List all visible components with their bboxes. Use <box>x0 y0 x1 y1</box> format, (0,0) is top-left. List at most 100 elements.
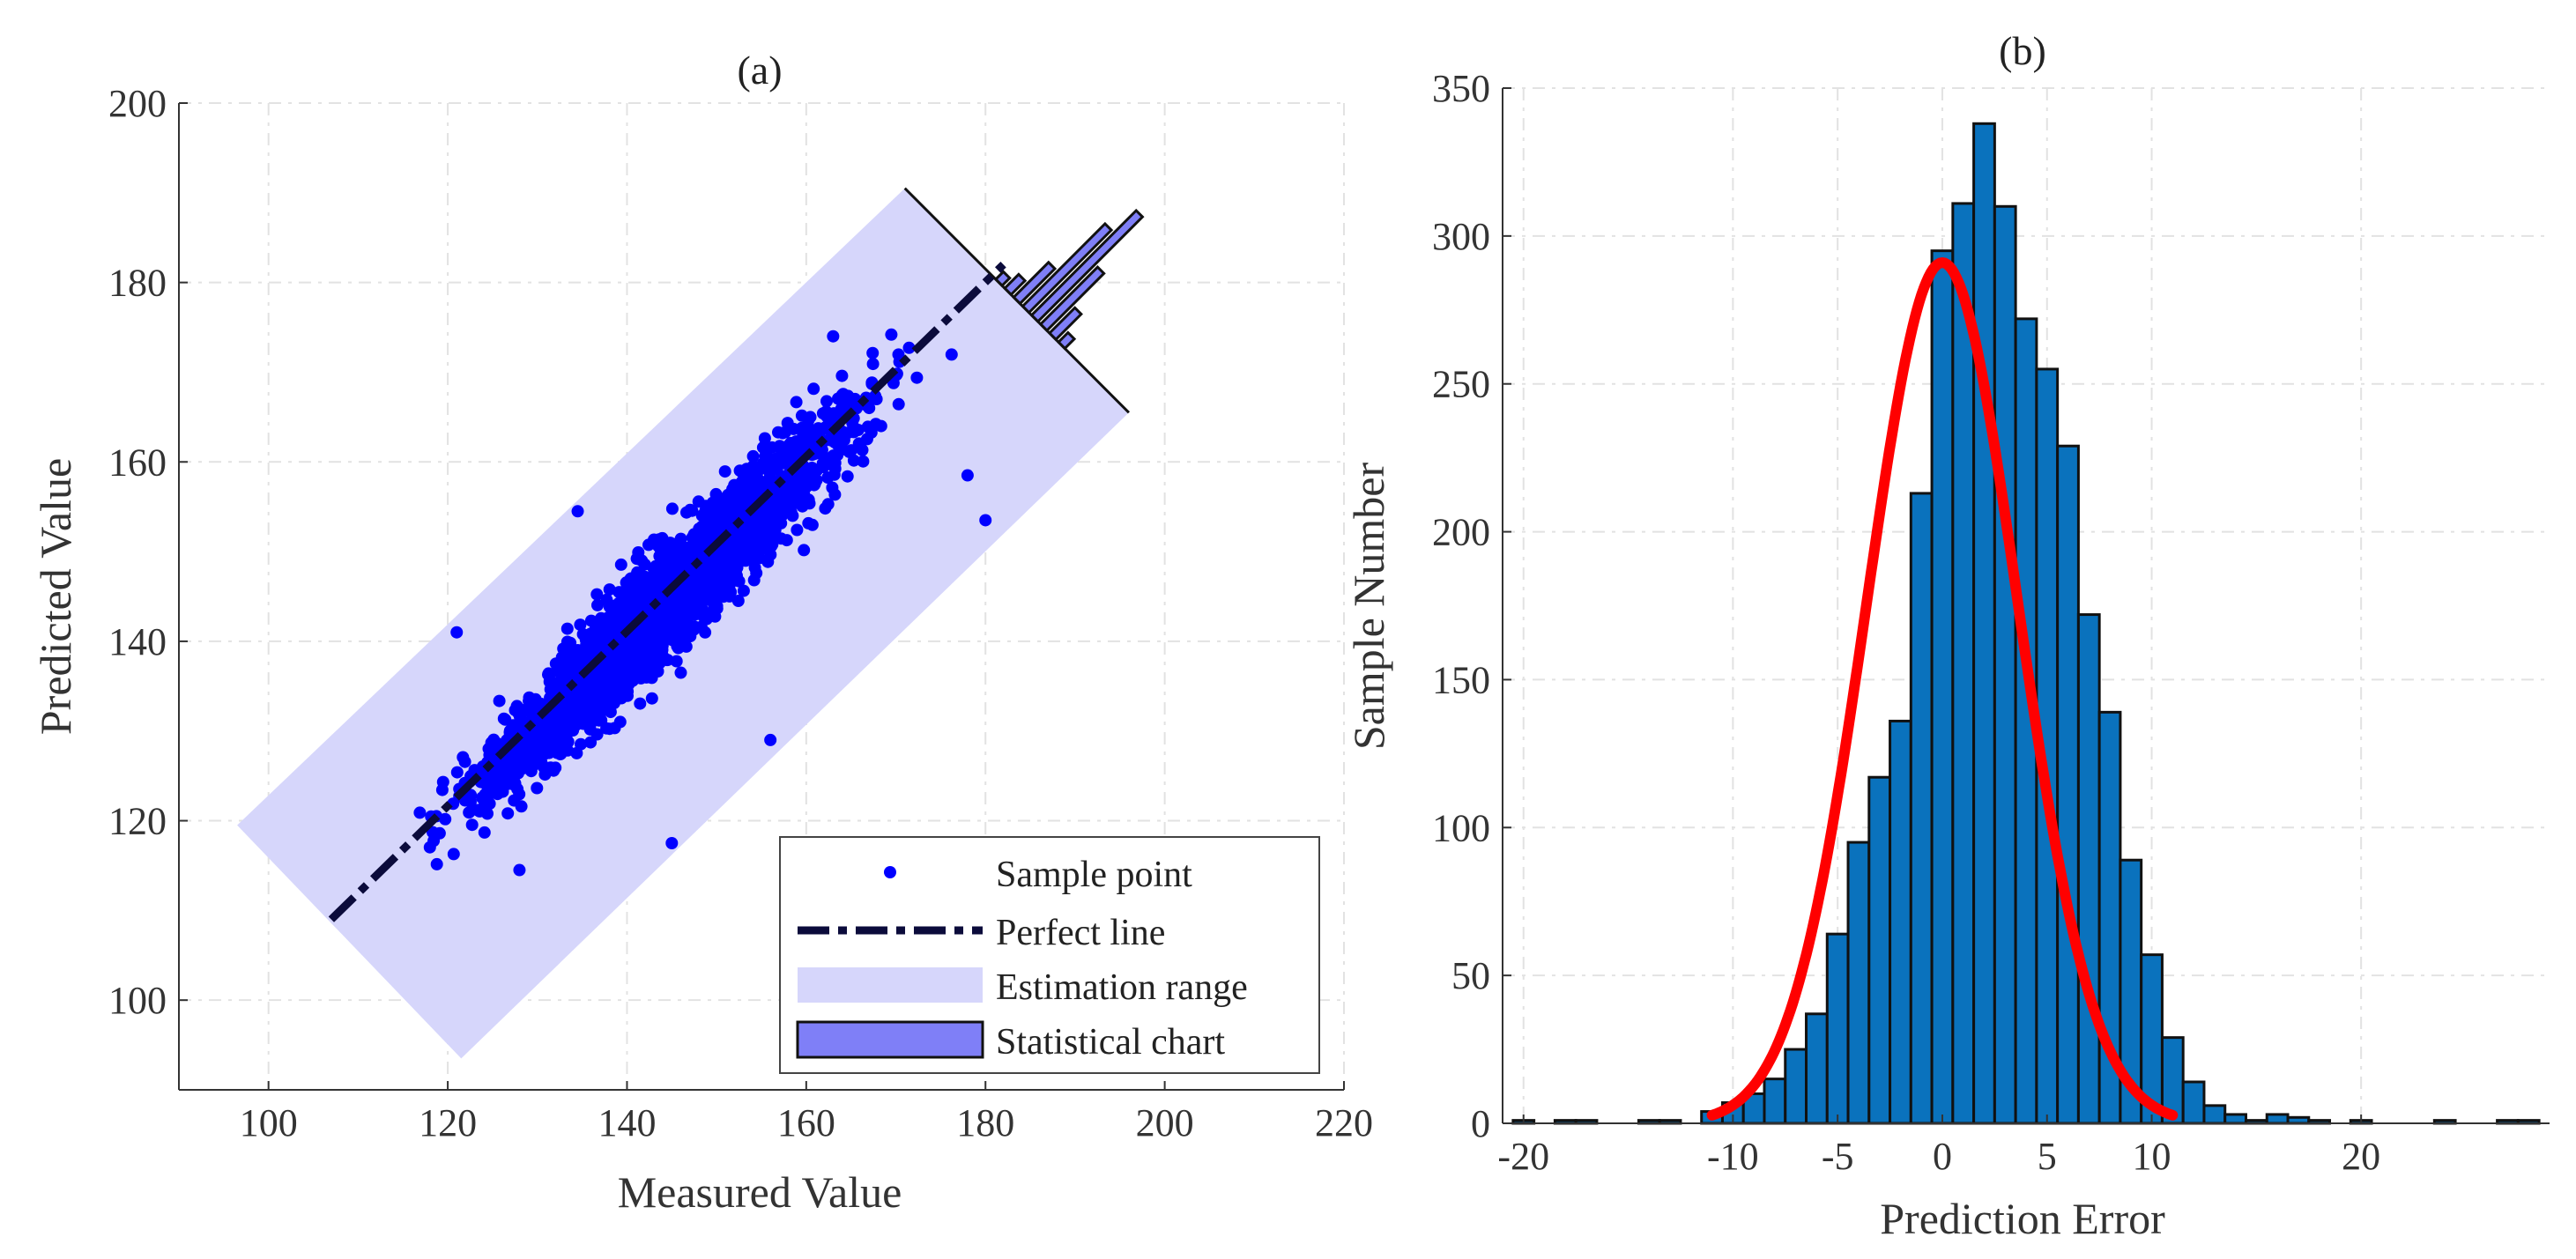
legend-label-sample-point: Sample point <box>996 855 1192 895</box>
y-tick-label: 300 <box>1432 215 1490 258</box>
histogram-bar <box>1867 775 1892 1125</box>
sample-point <box>835 369 849 382</box>
sample-point <box>551 746 564 759</box>
sample-point <box>647 562 660 575</box>
normal-fit-curve <box>1706 257 2179 1121</box>
sample-point <box>817 461 830 473</box>
histogram-bar <box>2202 1104 2227 1125</box>
sample-point <box>828 407 841 420</box>
scatter-panel: 100 120 140 160 180 200 220100120140160180200 … <box>31 48 1373 1217</box>
sample-point <box>496 785 509 798</box>
sample-point <box>642 648 655 661</box>
sample-point <box>807 382 820 396</box>
sample-point <box>465 818 479 832</box>
sample-point <box>851 424 865 436</box>
sample-point <box>571 505 584 518</box>
sample-point <box>639 570 652 583</box>
sample-point <box>662 593 675 606</box>
sample-point <box>885 328 898 341</box>
histogram-bar <box>1846 841 1871 1125</box>
sample-point <box>615 644 628 657</box>
sample-point <box>447 848 460 861</box>
histogram-bar <box>2265 1113 2290 1125</box>
sample-point <box>478 826 491 839</box>
histogram-bar <box>2181 1080 2206 1125</box>
sample-point <box>802 516 815 530</box>
sample-point <box>619 665 632 678</box>
x-tick-label: 0 <box>1933 1135 1952 1178</box>
sample-point <box>710 599 724 612</box>
x-tick-label: 100 <box>240 1101 298 1144</box>
x-tick-label: 5 <box>2038 1135 2057 1178</box>
sample-point <box>531 781 544 795</box>
sample-point <box>690 596 703 610</box>
sample-point <box>676 612 689 626</box>
x-tick-label: 10 <box>2133 1135 2171 1178</box>
perfect-line <box>328 262 1006 922</box>
sample-point <box>661 654 674 667</box>
sample-point <box>541 729 553 742</box>
sample-point <box>591 598 604 611</box>
sample-point <box>509 777 522 790</box>
sample-point <box>660 622 673 634</box>
sample-point <box>714 500 726 514</box>
sample-point <box>523 691 536 704</box>
legend-marker-estimation-range <box>798 967 983 1003</box>
sample-point <box>559 705 572 718</box>
sample-point <box>560 622 574 635</box>
sample-point <box>634 697 647 710</box>
x-tick-label: -5 <box>1822 1135 1854 1178</box>
sample-point <box>902 341 916 354</box>
sample-point <box>512 707 525 720</box>
sample-point <box>664 537 677 550</box>
sample-point <box>690 532 703 544</box>
sample-point <box>547 710 560 723</box>
sample-point <box>766 538 779 551</box>
histogram-bar <box>1972 122 1996 1125</box>
sample-point <box>709 565 723 578</box>
histogram-bar <box>1909 492 1934 1125</box>
sample-point <box>758 432 771 445</box>
sample-point <box>739 533 752 546</box>
sample-point <box>674 666 687 679</box>
sample-point <box>563 717 576 730</box>
sample-point <box>699 524 712 537</box>
y-tick-label: 350 <box>1432 67 1490 110</box>
sample-point <box>665 837 679 849</box>
histogram-bar <box>1763 1078 1787 1125</box>
sample-point <box>759 449 772 463</box>
sample-point <box>613 715 627 729</box>
sample-point <box>501 807 515 820</box>
sample-point <box>713 517 726 530</box>
sample-point <box>553 682 567 694</box>
sample-point <box>570 746 583 759</box>
sample-point <box>491 737 504 750</box>
sample-point <box>509 760 523 774</box>
sample-point <box>735 552 748 564</box>
sample-point <box>603 583 616 596</box>
sample-point <box>610 602 623 614</box>
sample-point <box>861 420 874 433</box>
sample-point <box>757 462 770 475</box>
x-tick-label: 140 <box>598 1101 656 1144</box>
sample-point <box>701 563 714 576</box>
sample-point <box>630 552 643 566</box>
x-tick-label: 160 <box>777 1101 835 1144</box>
sample-point <box>523 759 536 772</box>
sample-point <box>819 502 832 515</box>
y-tick-label: 160 <box>108 441 167 484</box>
sample-point <box>845 444 857 457</box>
sample-point <box>593 632 606 644</box>
sample-point <box>856 443 869 456</box>
sample-point <box>866 346 880 359</box>
histogram-bar <box>2223 1113 2247 1125</box>
sample-point <box>679 632 692 645</box>
sample-point <box>757 522 770 535</box>
sample-point <box>736 486 749 500</box>
sample-point <box>450 766 464 779</box>
sample-point <box>549 761 562 774</box>
sample-point <box>562 651 575 664</box>
y-tick-label: 250 <box>1432 363 1490 406</box>
